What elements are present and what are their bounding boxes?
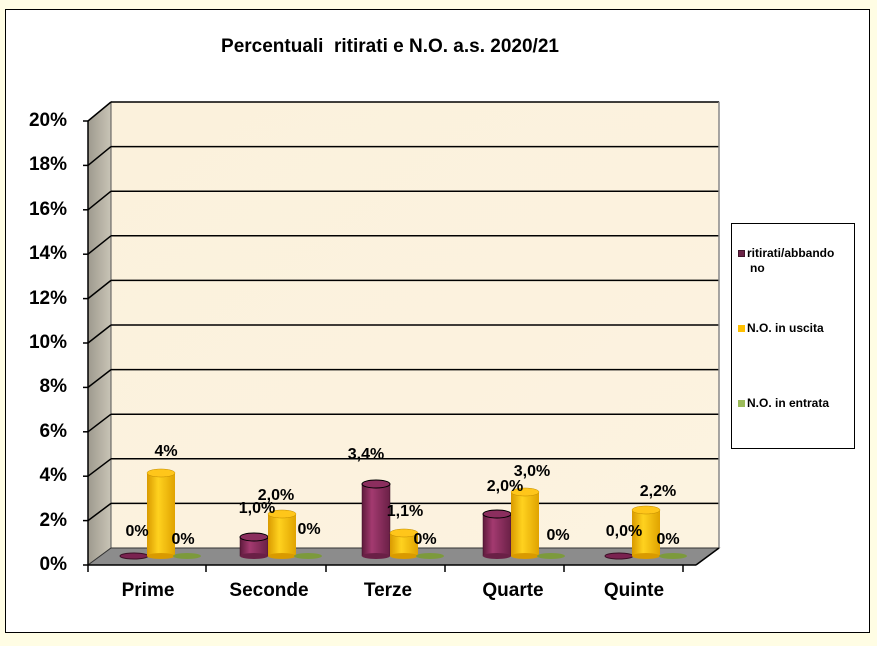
label-quinte-entrata: 0% bbox=[656, 531, 680, 548]
label-prime-uscita: 4% bbox=[154, 443, 178, 460]
bars-seconde bbox=[239, 509, 322, 559]
ytick-18: 18% bbox=[28, 154, 67, 175]
legend-label-ritirati: ritirati/abbando no bbox=[747, 246, 835, 275]
ytick-0: 0% bbox=[39, 554, 67, 575]
legend-item-entrata: N.O. in entrata bbox=[738, 396, 854, 411]
label-prime-ritirati: 0% bbox=[125, 523, 149, 540]
ytick-8: 8% bbox=[39, 376, 67, 397]
legend-item-uscita: N.O. in uscita bbox=[738, 321, 854, 336]
ytick-6: 6% bbox=[39, 421, 67, 442]
ytick-2: 2% bbox=[39, 510, 67, 531]
xcat-prime: Prime bbox=[121, 580, 175, 601]
gridlines bbox=[87, 101, 719, 522]
legend-item-ritirati: ritirati/abbando no bbox=[738, 246, 854, 276]
legend: ritirati/abbando no N.O. in uscita N.O. i… bbox=[731, 223, 855, 449]
label-terze-entrata: 0% bbox=[413, 531, 437, 548]
axes bbox=[83, 120, 720, 572]
label-seconde-uscita: 2,0% bbox=[257, 487, 295, 504]
label-prime-entrata: 0% bbox=[171, 531, 195, 548]
xcat-quarte: Quarte bbox=[482, 580, 544, 601]
ytick-4: 4% bbox=[39, 465, 67, 486]
label-quarte-ritirati: 2,0% bbox=[486, 478, 524, 495]
legend-swatch-maroon-icon bbox=[738, 250, 745, 257]
ytick-20: 20% bbox=[28, 110, 67, 131]
label-quarte-entrata: 0% bbox=[546, 527, 570, 544]
bars-quarte bbox=[482, 487, 565, 559]
bars-terze bbox=[361, 479, 444, 559]
bars-quinte bbox=[604, 505, 687, 560]
label-terze-ritirati: 3,4% bbox=[347, 446, 385, 463]
label-quinte-uscita: 2,2% bbox=[639, 483, 677, 500]
label-terze-uscita: 1,1% bbox=[386, 503, 424, 520]
legend-swatch-green-icon bbox=[738, 400, 745, 407]
legend-label-uscita: N.O. in uscita bbox=[747, 321, 824, 335]
chart-title: Percentuali ritirati e N.O. a.s. 2020/21 bbox=[221, 36, 559, 57]
xcat-terze: Terze bbox=[363, 580, 413, 601]
label-seconde-entrata: 0% bbox=[297, 521, 321, 538]
label-quinte-ritirati: 0,0% bbox=[605, 523, 643, 540]
bars-prime bbox=[119, 468, 201, 560]
xcat-seconde: Seconde bbox=[229, 580, 309, 601]
ytick-14: 14% bbox=[28, 243, 67, 264]
ytick-16: 16% bbox=[28, 199, 67, 220]
label-seconde-ritirati: 1,0% bbox=[238, 500, 276, 517]
ytick-10: 10% bbox=[28, 332, 67, 353]
ytick-12: 12% bbox=[28, 288, 67, 309]
legend-label-entrata: N.O. in entrata bbox=[747, 396, 830, 410]
xcat-quinte: Quinte bbox=[603, 580, 665, 601]
label-quarte-uscita: 3,0% bbox=[513, 463, 551, 480]
legend-swatch-yellow-icon bbox=[738, 325, 745, 332]
